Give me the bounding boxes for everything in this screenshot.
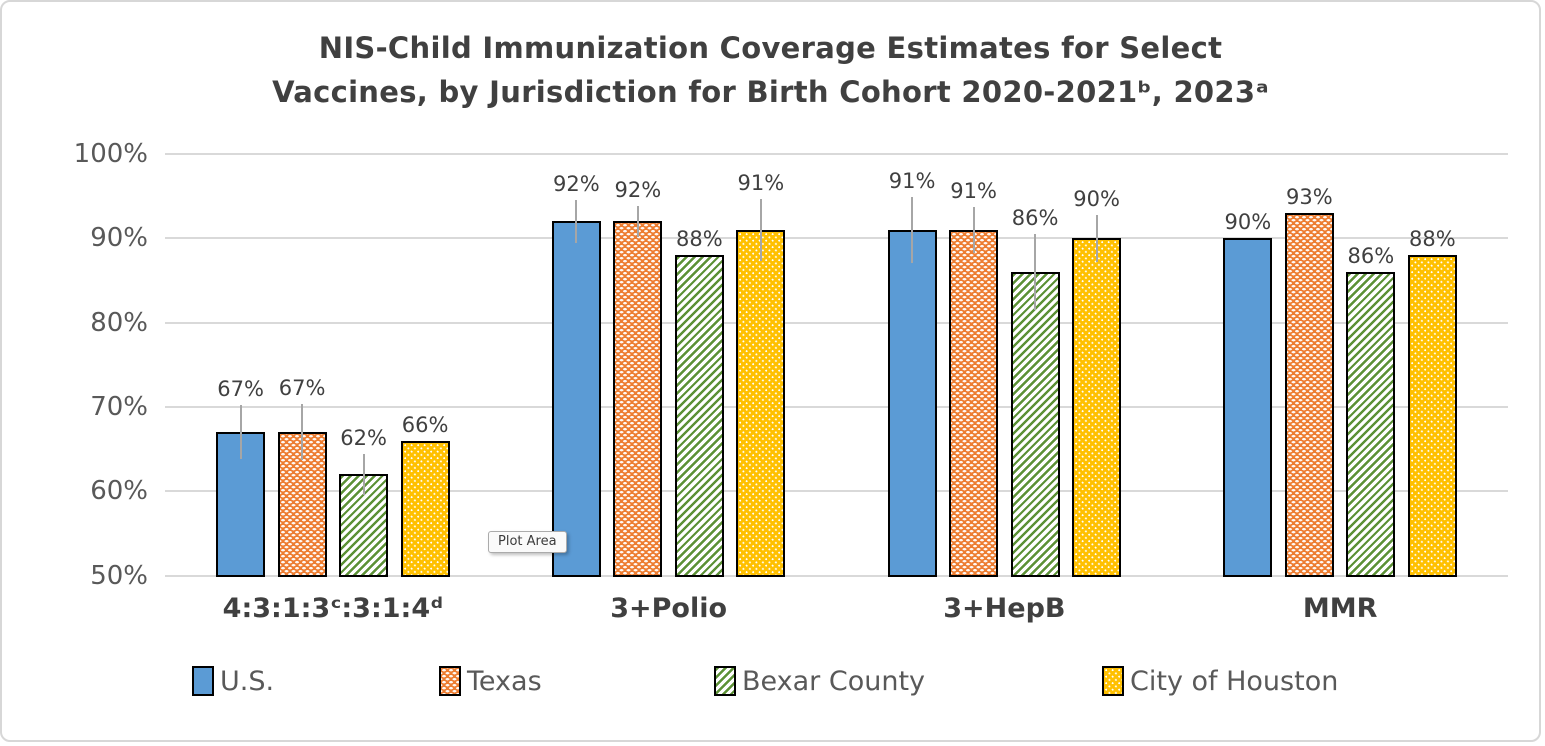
legend-item-u-s[interactable]: U.S.	[192, 664, 274, 698]
chart-title-line-1: NIS-Child Immunization Coverage Estimate…	[318, 31, 1223, 65]
bar-bexar-county-mmr[interactable]	[1346, 272, 1396, 577]
chart-title-line-2: Vaccines, by Jurisdiction for Birth Coho…	[272, 75, 1269, 109]
bar-bexar-county-3-hepb[interactable]	[1010, 272, 1060, 577]
legend-swatch-texas	[439, 666, 461, 696]
error-bar	[759, 198, 762, 262]
legend: U.S. Texas Bexar County City of Houston	[2, 664, 1539, 702]
legend-item-texas[interactable]: Texas	[439, 664, 542, 698]
gridline	[165, 321, 1508, 324]
y-axis-tick-label: 90%	[90, 223, 148, 254]
legend-label: U.S.	[220, 665, 275, 697]
error-bar	[1095, 214, 1098, 262]
data-label: 88%	[676, 227, 723, 252]
error-bar	[301, 404, 304, 460]
y-axis-tick-label: 80%	[90, 307, 148, 338]
bar-city-of-houston-mmr[interactable]	[1407, 255, 1457, 577]
bar-city-of-houston-3-hepb[interactable]	[1072, 238, 1122, 577]
legend-label: Texas	[467, 665, 542, 697]
y-axis-tick-label: 50%	[90, 560, 148, 591]
data-label: 91%	[888, 168, 936, 193]
data-label: 91%	[737, 170, 785, 195]
data-label: 90%	[1073, 186, 1120, 211]
x-axis-label: 4:3:1:3ᶜ:3:1:4ᵈ	[222, 593, 444, 624]
data-label: 93%	[1286, 185, 1333, 209]
bar-bexar-county-3-polio[interactable]	[674, 255, 724, 577]
data-label: 67%	[217, 377, 264, 402]
plot-area-tooltip: Plot Area	[488, 531, 567, 553]
gridline	[165, 153, 1508, 155]
bar-texas-mmr[interactable]	[1284, 213, 1334, 577]
y-axis-tick-label: 60%	[90, 476, 148, 507]
bar-texas-3-hepb[interactable]	[949, 229, 999, 577]
gridline	[165, 574, 1508, 577]
error-bar	[1034, 234, 1037, 310]
legend-label: City of Houston	[1130, 665, 1339, 697]
error-bar	[362, 454, 365, 495]
data-label: 92%	[614, 178, 662, 203]
legend-swatch-u-s	[192, 666, 214, 696]
data-label: 62%	[340, 426, 387, 451]
gridline	[165, 490, 1508, 493]
chart-title[interactable]: NIS-Child Immunization Coverage Estimate…	[2, 26, 1539, 114]
data-label: 92%	[553, 171, 600, 196]
data-label: 67%	[278, 376, 326, 401]
y-axis-tick-label: 70%	[90, 391, 148, 422]
gridline	[165, 237, 1508, 240]
legend-swatch-bexar-county	[714, 666, 736, 696]
gridline	[165, 405, 1508, 408]
data-label: 86%	[1347, 244, 1395, 269]
legend-swatch-city-of-houston	[1102, 666, 1124, 696]
error-bar	[972, 207, 975, 253]
error-bar	[575, 199, 578, 244]
x-axis-label: MMR	[1302, 593, 1378, 624]
error-bar	[911, 196, 914, 263]
data-label: 88%	[1409, 227, 1456, 252]
x-axis-label: 3+HepB	[943, 593, 1066, 624]
data-label: 86%	[1011, 206, 1059, 231]
data-label: 90%	[1224, 210, 1272, 235]
bar-u-s-3-hepb[interactable]	[887, 229, 937, 577]
y-axis-tick-label: 100%	[73, 139, 148, 169]
legend-item-bexar-county[interactable]: Bexar County	[714, 664, 925, 698]
bar-u-s-mmr[interactable]	[1223, 238, 1273, 577]
x-axis-label: 3+Polio	[610, 593, 728, 624]
data-label: 66%	[401, 412, 449, 437]
data-label: 91%	[950, 179, 997, 204]
legend-label: Bexar County	[742, 665, 926, 697]
legend-item-city-of-houston[interactable]: City of Houston	[1102, 664, 1338, 698]
bar-texas-3-polio[interactable]	[613, 221, 663, 577]
bar-u-s-3-polio[interactable]	[551, 221, 601, 577]
bar-city-of-houston-3-polio[interactable]	[736, 229, 786, 577]
error-bar	[636, 206, 639, 237]
error-bar	[239, 405, 242, 460]
bar-city-of-houston-4-3-1-3-3-1-4[interactable]	[400, 440, 450, 577]
